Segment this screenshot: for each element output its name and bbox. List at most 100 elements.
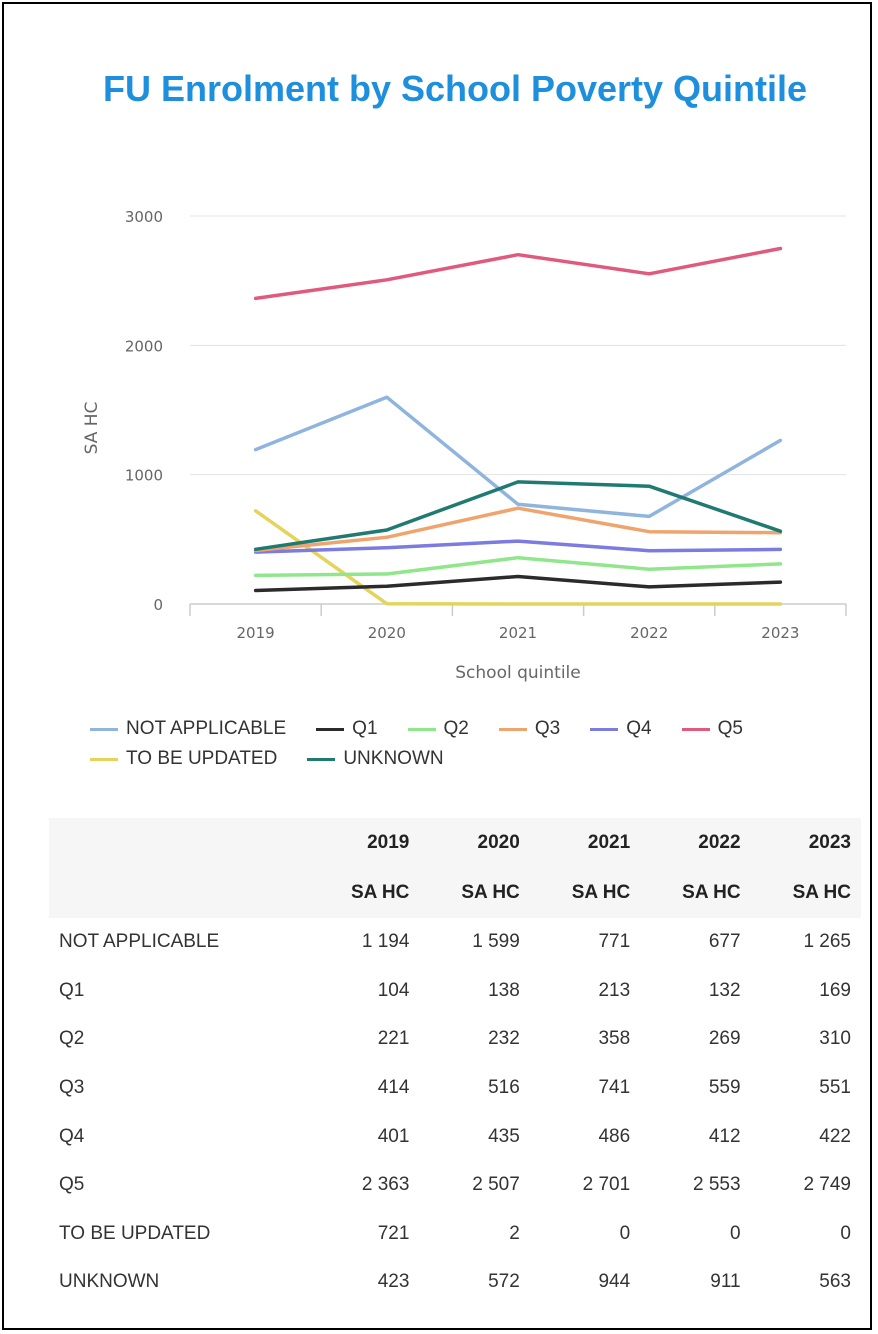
table-cell: 213 (598, 979, 631, 1001)
table-header-year: 2022 (698, 832, 741, 853)
row-label: Q5 (59, 1174, 85, 1196)
table-cell: 771 (598, 931, 631, 953)
legend-swatch (316, 727, 345, 731)
legend-label: Q3 (534, 718, 561, 739)
table-cell: 2 749 (803, 1174, 851, 1196)
row-label: UNKNOWN (59, 1271, 160, 1293)
table-cell: 2 507 (472, 1174, 520, 1196)
legend-swatch (407, 727, 436, 731)
table-row: TO BE UPDATED 721 2 0 0 0 (49, 1210, 861, 1259)
table-header-year: 2020 (477, 832, 520, 853)
row-label: Q4 (59, 1125, 85, 1147)
table-header-unit: SA HC (350, 882, 410, 903)
table-cell: 551 (819, 1077, 851, 1099)
legend-label: Q1 (352, 718, 378, 739)
table-cell: 132 (708, 979, 741, 1001)
table-cell: 1 194 (361, 931, 410, 953)
table-cell: 563 (819, 1271, 851, 1293)
series-line-not-applicable (253, 395, 783, 519)
table-corner (49, 818, 309, 868)
row-label: Q1 (59, 979, 85, 1001)
legend-label: TO BE UPDATED (126, 748, 278, 769)
row-label: Q3 (59, 1077, 85, 1099)
legend-item-q3[interactable]: Q3 (498, 718, 561, 740)
y-tick-label: 1000 (125, 467, 163, 485)
table-cell: 677 (708, 931, 741, 953)
table-row: Q4 401 435 486 412 422 (49, 1112, 861, 1161)
series-lines (253, 246, 783, 606)
legend-swatch (307, 757, 336, 761)
table-row: Q3 414 516 741 559 551 (49, 1064, 861, 1113)
y-tick-label: 3000 (125, 208, 163, 226)
legend-item-q1[interactable]: Q1 (316, 718, 378, 740)
table-cell: 559 (708, 1077, 741, 1099)
table-cell: 2 701 (582, 1174, 631, 1196)
series-line-q4 (253, 539, 783, 554)
row-label: TO BE UPDATED (59, 1222, 211, 1244)
table-cell: 435 (488, 1125, 520, 1147)
table-cell: 2 (509, 1222, 520, 1244)
row-label: NOT APPLICABLE (59, 931, 220, 953)
legend-label: NOT APPLICABLE (126, 718, 287, 739)
line-chart: 0 1000 2000 3000 2019 2020 2021 2022 2023 School … (82, 208, 847, 683)
legend-item-q5[interactable]: Q5 (681, 718, 743, 740)
table-cell: 138 (488, 979, 520, 1001)
x-tick-label: 2021 (499, 624, 537, 642)
series-line-unknown (253, 480, 783, 552)
legend-item-unknown[interactable]: UNKNOWN (307, 748, 444, 770)
table-cell: 412 (708, 1125, 741, 1147)
table-header-unit: SA HC (682, 882, 741, 903)
legend-label: UNKNOWN (343, 748, 444, 769)
legend-label: Q2 (443, 718, 469, 739)
table-body: NOT APPLICABLE 1 194 1 599 771 677 1 265 Q1 104… (49, 918, 861, 1307)
y-tick-label: 0 (153, 596, 163, 614)
y-tick-label: 2000 (125, 337, 163, 355)
table-cell: 516 (488, 1077, 520, 1099)
row-label: Q2 (59, 1028, 85, 1050)
table-cell: 572 (488, 1271, 520, 1293)
table-header-unit: SA HC (461, 882, 520, 903)
x-tick-label: 2023 (761, 624, 799, 642)
table-row: Q2 221 232 358 269 310 (49, 1015, 861, 1064)
grid-lines (190, 215, 846, 476)
data-table: 2019 2020 2021 2022 2023 SA HC SA HC SA HC SA H… (49, 818, 861, 1307)
table-row: Q1 104 138 213 132 169 (49, 967, 861, 1016)
legend-swatch (590, 727, 619, 731)
series-line-q2 (253, 555, 783, 578)
table-header-units: SA HC SA HC SA HC SA HC SA HC (49, 868, 861, 918)
table-cell: 358 (598, 1028, 631, 1050)
table-cell: 741 (598, 1077, 631, 1099)
table-cell: 486 (598, 1125, 631, 1147)
table-cell: 2 363 (361, 1174, 410, 1196)
chart-legend: NOT APPLICABLE Q1 Q2 Q3 Q4 Q5 TO BE UPDATED UNK… (90, 718, 850, 770)
table-cell: 423 (377, 1271, 410, 1293)
table-cell: 221 (377, 1028, 410, 1050)
series-line-q3 (253, 506, 783, 553)
legend-item-to-be-updated[interactable]: TO BE UPDATED (90, 748, 277, 770)
table-header-years: 2019 2020 2021 2022 2023 (49, 818, 861, 868)
x-tick-label: 2019 (237, 624, 275, 642)
legend-item-not-applicable[interactable]: NOT APPLICABLE (90, 718, 286, 740)
table-cell: 104 (377, 979, 410, 1001)
x-axis-title: School quintile (455, 663, 580, 683)
legend-swatch (681, 727, 710, 731)
table-cell: 169 (819, 979, 851, 1001)
table-header-year: 2019 (367, 832, 410, 853)
table-cell: 944 (598, 1271, 631, 1293)
table-header-year: 2023 (808, 832, 851, 853)
table-row: Q5 2 363 2 507 2 701 2 553 2 749 (49, 1161, 861, 1210)
axes: 0 1000 2000 3000 2019 2020 2021 2022 2023 School … (82, 208, 847, 683)
table-cell: 0 (619, 1222, 631, 1244)
legend-label: Q4 (626, 718, 652, 739)
table-cell: 401 (377, 1125, 410, 1147)
legend-item-q2[interactable]: Q2 (407, 718, 469, 740)
legend-item-q4[interactable]: Q4 (590, 718, 652, 740)
y-axis-title: SA HC (82, 402, 102, 455)
table-row: NOT APPLICABLE 1 194 1 599 771 677 1 265 (49, 918, 861, 967)
table-cell: 0 (729, 1222, 741, 1244)
table-cell: 911 (710, 1271, 741, 1293)
series-line-q1 (253, 574, 783, 593)
table-cell: 310 (819, 1028, 851, 1050)
legend-label: Q5 (717, 718, 743, 739)
